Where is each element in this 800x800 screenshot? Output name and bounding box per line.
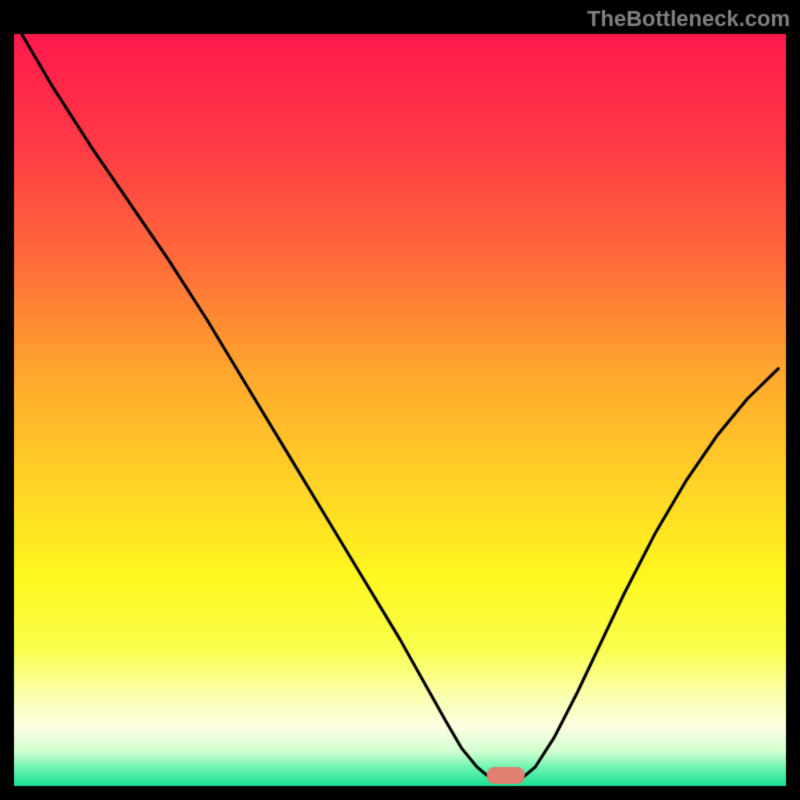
bottleneck-chart bbox=[0, 0, 800, 800]
